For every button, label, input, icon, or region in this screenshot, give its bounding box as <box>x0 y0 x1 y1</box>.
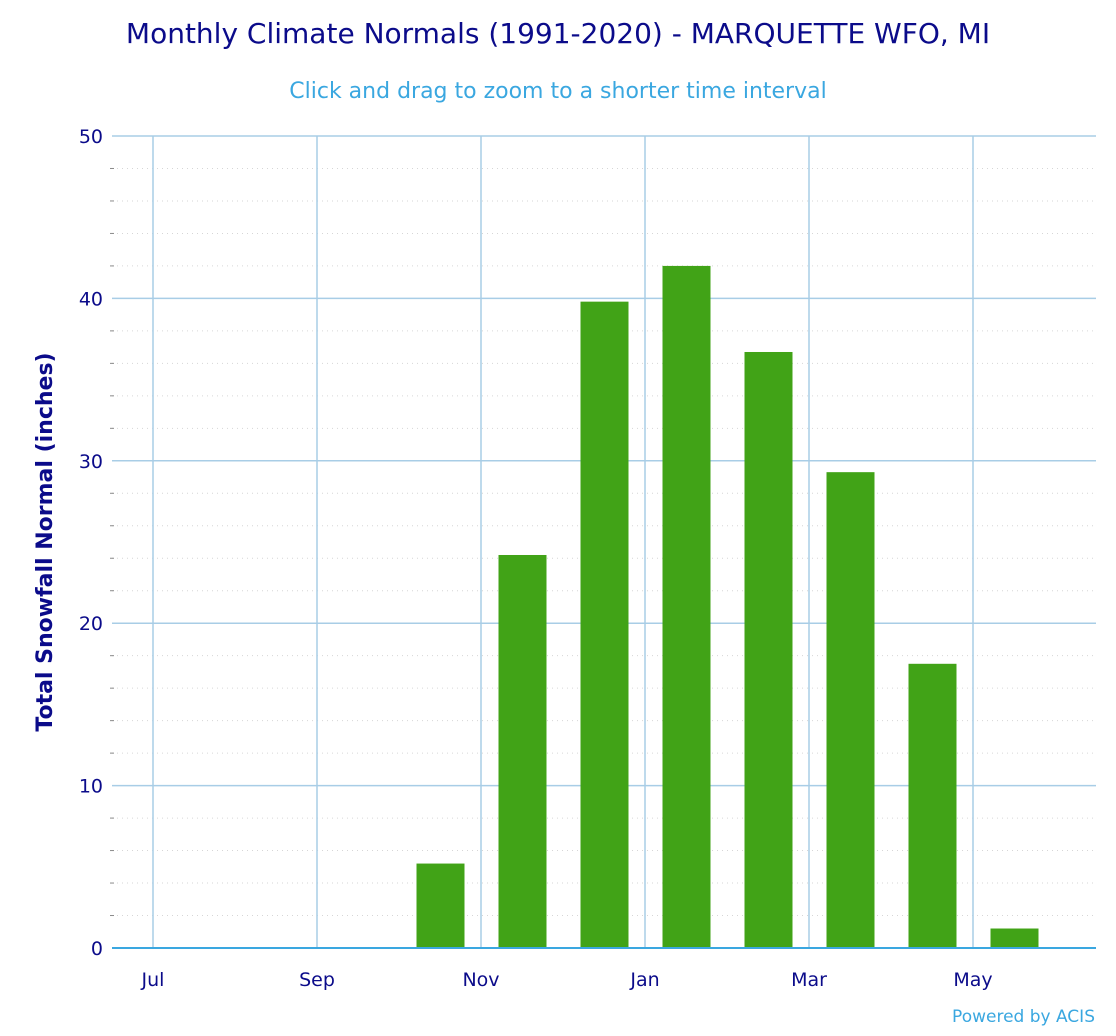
bar-jan[interactable] <box>662 265 711 948</box>
chart-subtitle: Click and drag to zoom to a shorter time… <box>289 79 826 104</box>
bars <box>416 265 1039 948</box>
bar-dec[interactable] <box>580 301 629 948</box>
bar-mar[interactable] <box>826 472 875 948</box>
chart-title: Monthly Climate Normals (1991-2020) - MA… <box>126 17 990 50</box>
y-tick-label: 10 <box>79 776 103 798</box>
bar-oct[interactable] <box>416 863 465 948</box>
y-tick-label: 50 <box>79 126 103 148</box>
y-tick-label: 30 <box>79 451 103 473</box>
y-axis-label: Total Snowfall Normal (inches) <box>33 352 58 731</box>
x-tick-label: Jan <box>629 969 659 991</box>
x-tick-label: May <box>953 969 992 991</box>
y-tick-label: 40 <box>79 288 103 310</box>
x-tick-label: Nov <box>462 969 499 991</box>
y-tick-label: 20 <box>79 613 103 635</box>
bar-apr[interactable] <box>908 663 957 948</box>
powered-by-acis-link[interactable]: Powered by ACIS <box>952 1007 1095 1027</box>
bar-nov[interactable] <box>498 554 547 948</box>
x-tick-label: Mar <box>791 969 827 991</box>
y-tick-label: 0 <box>91 938 103 960</box>
axes: 0 10 20 30 40 50 Jul Sep Nov Jan Mar May <box>79 126 1096 991</box>
bar-feb[interactable] <box>744 351 793 948</box>
x-tick-label: Jul <box>141 969 165 991</box>
x-tick-label: Sep <box>299 969 335 991</box>
bar-may[interactable] <box>990 928 1039 948</box>
